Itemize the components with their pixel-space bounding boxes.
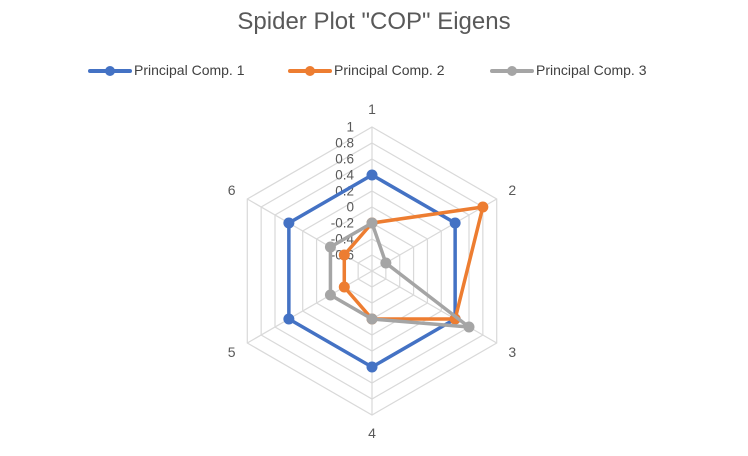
series-3-point-4 bbox=[366, 313, 378, 325]
spoke-3 bbox=[371, 270, 498, 344]
series-1-point-1 bbox=[366, 169, 378, 181]
axis-label-3: 3 bbox=[508, 344, 516, 360]
tick-label-8: 0.8 bbox=[335, 136, 354, 151]
tick-label-6: 0.4 bbox=[335, 168, 354, 183]
series-3-point-1 bbox=[366, 217, 378, 229]
legend-swatch-2 bbox=[288, 66, 332, 76]
spoke-6 bbox=[246, 198, 373, 272]
series-1-point-4 bbox=[366, 361, 378, 373]
axis-label-6: 6 bbox=[228, 182, 236, 198]
legend-label-2: Principal Comp. 2 bbox=[334, 62, 445, 78]
legend: Principal Comp. 1 Principal Comp. 2 Prin… bbox=[0, 60, 748, 82]
tick-label-7: 0.6 bbox=[335, 152, 354, 167]
series-2-point-6 bbox=[338, 249, 350, 261]
series-1-point-2 bbox=[449, 217, 461, 229]
spoke-5 bbox=[246, 270, 373, 344]
series-3-point-3 bbox=[463, 321, 475, 333]
series-1-point-5 bbox=[283, 313, 295, 325]
series-3-point-6 bbox=[324, 241, 336, 253]
series-2-point-5 bbox=[338, 281, 350, 293]
spoke-2 bbox=[371, 198, 498, 272]
chart-title: Spider Plot "COP" Eigens bbox=[237, 8, 511, 35]
legend-label-1: Principal Comp. 1 bbox=[134, 62, 245, 78]
series-1-point-6 bbox=[283, 217, 295, 229]
series-2-point-2 bbox=[477, 201, 489, 213]
axis-label-4: 4 bbox=[368, 425, 376, 441]
legend-swatch-1 bbox=[88, 66, 132, 76]
axis-label-5: 5 bbox=[228, 344, 236, 360]
tick-label-9: 1 bbox=[346, 120, 354, 135]
axis-label-1: 1 bbox=[368, 101, 376, 117]
tick-label-3: -0.2 bbox=[331, 216, 354, 231]
axis-label-2: 2 bbox=[508, 182, 516, 198]
series-3-point-2 bbox=[380, 257, 392, 269]
series-3-point-5 bbox=[324, 289, 336, 301]
legend-swatch-3 bbox=[490, 66, 534, 76]
tick-label-4: 0 bbox=[346, 200, 354, 215]
legend-label-3: Principal Comp. 3 bbox=[536, 62, 647, 78]
